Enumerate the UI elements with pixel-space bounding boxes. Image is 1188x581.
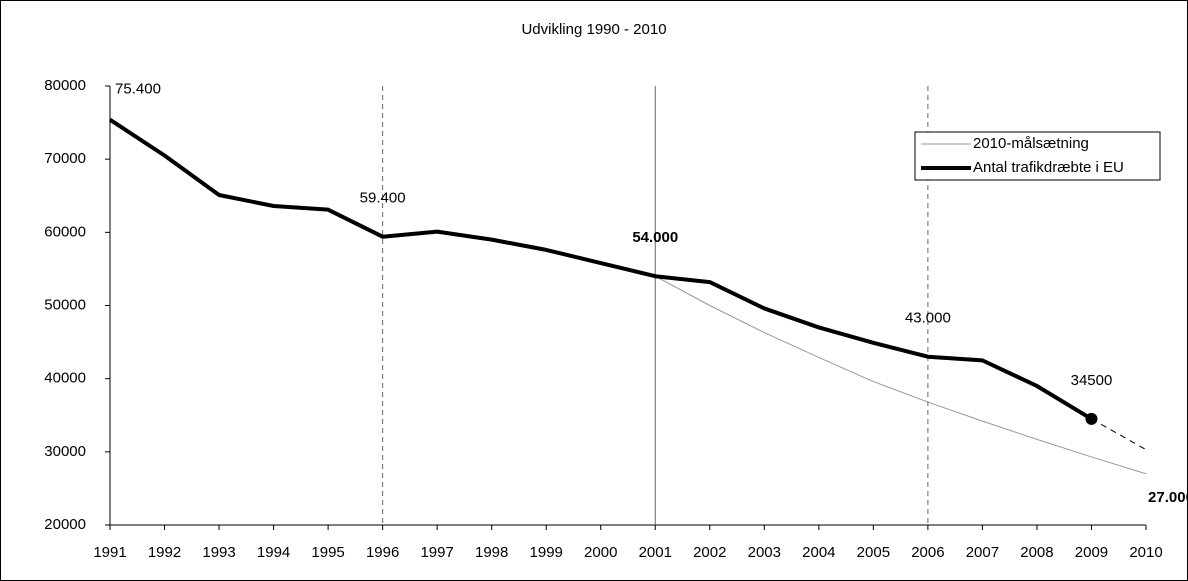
series-line — [108, 117, 1093, 421]
x-tick-label: 1994 — [257, 544, 290, 561]
x-tick-label: 1992 — [148, 544, 181, 561]
data-label: 43.000 — [905, 310, 951, 327]
legend-label: 2010-målsætning — [973, 135, 1089, 152]
x-tick-label: 2009 — [1075, 544, 1108, 561]
x-tick-label: 2007 — [966, 544, 999, 561]
chart-title: Udvikling 1990 - 2010 — [521, 21, 666, 38]
x-tick-label: 2002 — [693, 544, 726, 561]
x-tick-label: 2003 — [748, 544, 781, 561]
y-tick-label: 80000 — [44, 77, 86, 94]
x-tick-label: 2006 — [911, 544, 944, 561]
x-tick-label: 1995 — [311, 544, 344, 561]
y-tick-label: 40000 — [44, 370, 86, 387]
x-tick-label: 1993 — [202, 544, 235, 561]
series-line — [655, 275, 1147, 475]
x-tick-label: 2004 — [802, 544, 835, 561]
y-tick-label: 70000 — [44, 150, 86, 167]
x-tick-label: 2000 — [584, 544, 617, 561]
legend-label: Antal trafikdræbte i EU — [973, 159, 1124, 176]
y-tick-label: 20000 — [44, 516, 86, 533]
y-tick-label: 60000 — [44, 223, 86, 240]
data-label: 27.000 — [1148, 489, 1188, 506]
x-tick-label: 2005 — [857, 544, 890, 561]
x-tick-label: 1998 — [475, 544, 508, 561]
x-tick-label: 2010 — [1129, 544, 1162, 561]
data-label: 54.000 — [632, 229, 678, 246]
y-tick-label: 30000 — [44, 443, 86, 460]
y-tick-label: 50000 — [44, 296, 86, 313]
x-tick-label: 1999 — [530, 544, 563, 561]
data-label: 75.400 — [115, 81, 161, 98]
legend-box — [914, 131, 1161, 181]
x-tick-label: 1997 — [420, 544, 453, 561]
data-label: 59.400 — [360, 190, 406, 207]
x-tick-label: 2008 — [1020, 544, 1053, 561]
x-tick-label: 2001 — [639, 544, 672, 561]
x-tick-label: 1996 — [366, 544, 399, 561]
data-label: 34500 — [1071, 372, 1113, 389]
x-tick-label: 1991 — [93, 544, 126, 561]
